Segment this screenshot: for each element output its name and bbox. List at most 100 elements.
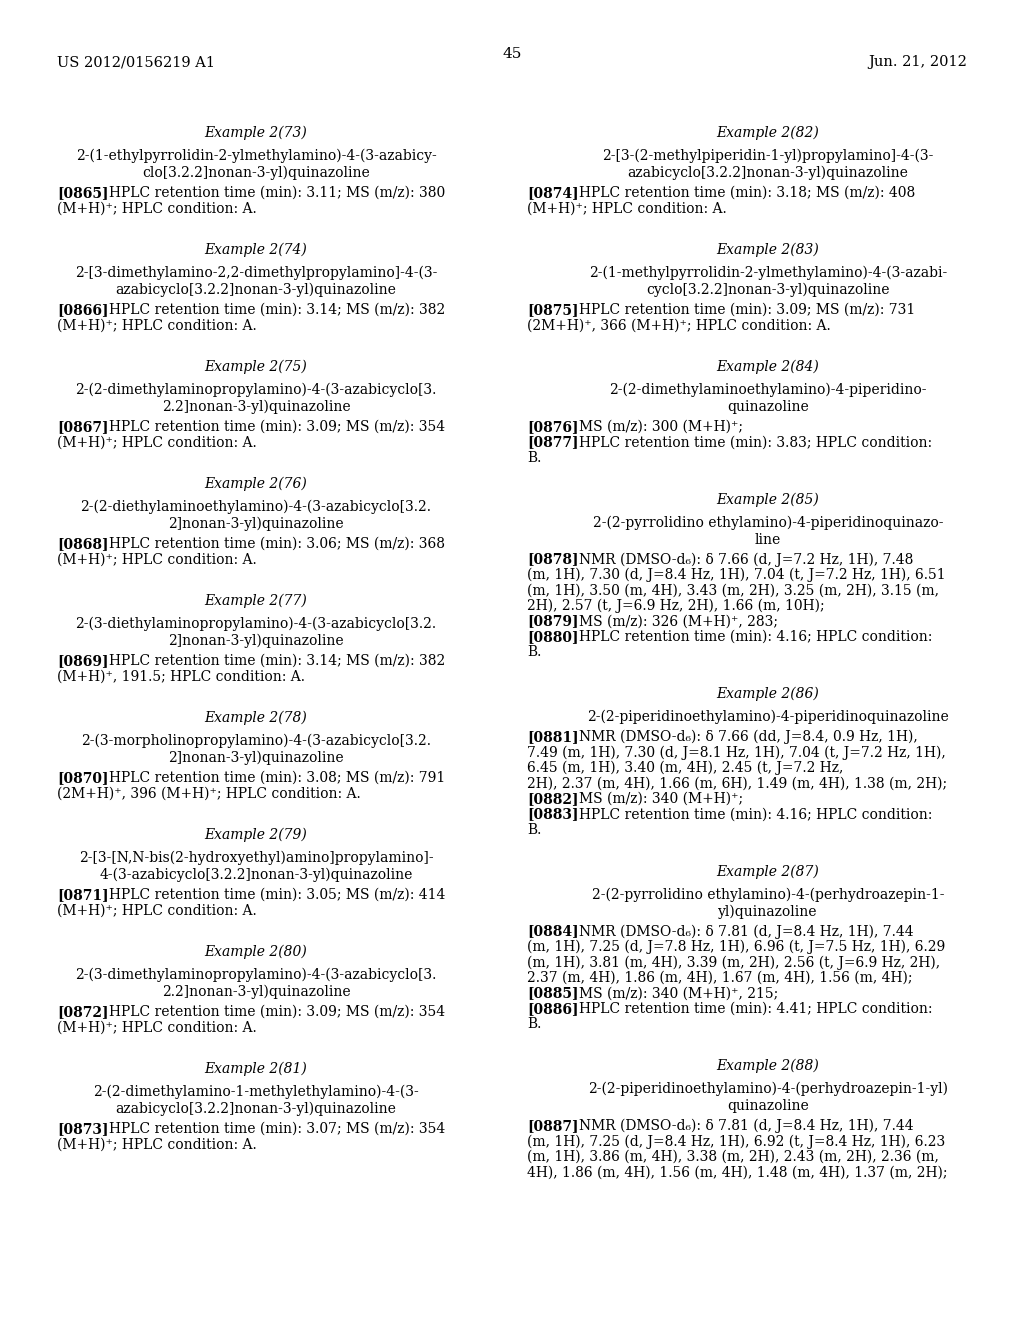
Text: [0881]: [0881]: [527, 730, 579, 744]
Text: Example 2(73): Example 2(73): [205, 125, 307, 140]
Text: HPLC retention time (min): 3.09; MS (m/z): 354: HPLC retention time (min): 3.09; MS (m/z…: [109, 420, 445, 434]
Text: 7.49 (m, 1H), 7.30 (d, J=8.1 Hz, 1H), 7.04 (t, J=7.2 Hz, 1H),: 7.49 (m, 1H), 7.30 (d, J=8.1 Hz, 1H), 7.…: [527, 746, 946, 760]
Text: (m, 1H), 3.50 (m, 4H), 3.43 (m, 2H), 3.25 (m, 2H), 3.15 (m,: (m, 1H), 3.50 (m, 4H), 3.43 (m, 2H), 3.2…: [527, 583, 939, 598]
Text: Jun. 21, 2012: Jun. 21, 2012: [868, 55, 967, 69]
Text: [0874]: [0874]: [527, 186, 579, 201]
Text: 2.2]nonan-3-yl)quinazoline: 2.2]nonan-3-yl)quinazoline: [162, 985, 350, 999]
Text: Example 2(86): Example 2(86): [717, 686, 819, 701]
Text: HPLC retention time (min): 3.18; MS (m/z): 408: HPLC retention time (min): 3.18; MS (m/z…: [579, 186, 915, 201]
Text: Example 2(79): Example 2(79): [205, 828, 307, 842]
Text: HPLC retention time (min): 3.07; MS (m/z): 354: HPLC retention time (min): 3.07; MS (m/z…: [109, 1122, 445, 1137]
Text: 2-(2-pyrrolidino ethylamino)-4-(perhydroazepin-1-: 2-(2-pyrrolidino ethylamino)-4-(perhydro…: [592, 887, 944, 902]
Text: 2-(2-diethylaminoethylamino)-4-(3-azabicyclo[3.2.: 2-(2-diethylaminoethylamino)-4-(3-azabic…: [81, 500, 431, 515]
Text: 2.37 (m, 4H), 1.86 (m, 4H), 1.67 (m, 4H), 1.56 (m, 4H);: 2.37 (m, 4H), 1.86 (m, 4H), 1.67 (m, 4H)…: [527, 972, 912, 985]
Text: 2-[3-[N,N-bis(2-hydroxyethyl)amino]propylamino]-: 2-[3-[N,N-bis(2-hydroxyethyl)amino]propy…: [79, 851, 433, 866]
Text: HPLC retention time (min): 3.14; MS (m/z): 382: HPLC retention time (min): 3.14; MS (m/z…: [109, 304, 445, 317]
Text: HPLC retention time (min): 3.14; MS (m/z): 382: HPLC retention time (min): 3.14; MS (m/z…: [109, 653, 445, 668]
Text: NMR (DMSO-d₆): δ 7.81 (d, J=8.4 Hz, 1H), 7.44: NMR (DMSO-d₆): δ 7.81 (d, J=8.4 Hz, 1H),…: [579, 924, 913, 939]
Text: line: line: [755, 532, 781, 546]
Text: NMR (DMSO-d₆): δ 7.81 (d, J=8.4 Hz, 1H), 7.44: NMR (DMSO-d₆): δ 7.81 (d, J=8.4 Hz, 1H),…: [579, 1119, 913, 1134]
Text: 2]nonan-3-yl)quinazoline: 2]nonan-3-yl)quinazoline: [168, 634, 344, 648]
Text: 2-(3-diethylaminopropylamino)-4-(3-azabicyclo[3.2.: 2-(3-diethylaminopropylamino)-4-(3-azabi…: [76, 616, 436, 631]
Text: 6.45 (m, 1H), 3.40 (m, 4H), 2.45 (t, J=7.2 Hz,: 6.45 (m, 1H), 3.40 (m, 4H), 2.45 (t, J=7…: [527, 762, 844, 775]
Text: 2-[3-(2-methylpiperidin-1-yl)propylamino]-4-(3-: 2-[3-(2-methylpiperidin-1-yl)propylamino…: [602, 149, 934, 164]
Text: Example 2(82): Example 2(82): [717, 125, 819, 140]
Text: yl)quinazoline: yl)quinazoline: [718, 904, 818, 919]
Text: HPLC retention time (min): 3.11; MS (m/z): 380: HPLC retention time (min): 3.11; MS (m/z…: [109, 186, 445, 201]
Text: [0872]: [0872]: [57, 1005, 109, 1019]
Text: (M+H)⁺, 191.5; HPLC condition: A.: (M+H)⁺, 191.5; HPLC condition: A.: [57, 669, 305, 684]
Text: quinazoline: quinazoline: [727, 400, 809, 414]
Text: 2-(1-methylpyrrolidin-2-ylmethylamino)-4-(3-azabi-: 2-(1-methylpyrrolidin-2-ylmethylamino)-4…: [589, 267, 947, 280]
Text: [0871]: [0871]: [57, 888, 109, 902]
Text: (m, 1H), 7.30 (d, J=8.4 Hz, 1H), 7.04 (t, J=7.2 Hz, 1H), 6.51: (m, 1H), 7.30 (d, J=8.4 Hz, 1H), 7.04 (t…: [527, 568, 945, 582]
Text: Example 2(74): Example 2(74): [205, 243, 307, 257]
Text: 2]nonan-3-yl)quinazoline: 2]nonan-3-yl)quinazoline: [168, 751, 344, 766]
Text: [0887]: [0887]: [527, 1119, 579, 1133]
Text: B.: B.: [527, 645, 542, 660]
Text: [0867]: [0867]: [57, 420, 109, 434]
Text: azabicyclo[3.2.2]nonan-3-yl)quinazoline: azabicyclo[3.2.2]nonan-3-yl)quinazoline: [116, 1102, 396, 1117]
Text: Example 2(88): Example 2(88): [717, 1059, 819, 1073]
Text: HPLC retention time (min): 3.08; MS (m/z): 791: HPLC retention time (min): 3.08; MS (m/z…: [109, 771, 445, 785]
Text: 4-(3-azabicyclo[3.2.2]nonan-3-yl)quinazoline: 4-(3-azabicyclo[3.2.2]nonan-3-yl)quinazo…: [99, 869, 413, 882]
Text: [0877]: [0877]: [527, 436, 579, 450]
Text: [0886]: [0886]: [527, 1002, 579, 1016]
Text: (M+H)⁺; HPLC condition: A.: (M+H)⁺; HPLC condition: A.: [57, 1138, 257, 1151]
Text: 2-(1-ethylpyrrolidin-2-ylmethylamino)-4-(3-azabicy-: 2-(1-ethylpyrrolidin-2-ylmethylamino)-4-…: [76, 149, 436, 164]
Text: HPLC retention time (min): 3.09; MS (m/z): 731: HPLC retention time (min): 3.09; MS (m/z…: [579, 304, 915, 317]
Text: (M+H)⁺; HPLC condition: A.: (M+H)⁺; HPLC condition: A.: [57, 436, 257, 450]
Text: (2M+H)⁺, 366 (M+H)⁺; HPLC condition: A.: (2M+H)⁺, 366 (M+H)⁺; HPLC condition: A.: [527, 318, 830, 333]
Text: cyclo[3.2.2]nonan-3-yl)quinazoline: cyclo[3.2.2]nonan-3-yl)quinazoline: [646, 282, 890, 297]
Text: [0870]: [0870]: [57, 771, 109, 785]
Text: Example 2(87): Example 2(87): [717, 865, 819, 879]
Text: [0875]: [0875]: [527, 304, 579, 317]
Text: (M+H)⁺; HPLC condition: A.: (M+H)⁺; HPLC condition: A.: [57, 903, 257, 917]
Text: (m, 1H), 7.25 (d, J=7.8 Hz, 1H), 6.96 (t, J=7.5 Hz, 1H), 6.29: (m, 1H), 7.25 (d, J=7.8 Hz, 1H), 6.96 (t…: [527, 940, 945, 954]
Text: [0868]: [0868]: [57, 537, 109, 550]
Text: [0885]: [0885]: [527, 986, 579, 1001]
Text: [0880]: [0880]: [527, 630, 579, 644]
Text: (m, 1H), 3.86 (m, 4H), 3.38 (m, 2H), 2.43 (m, 2H), 2.36 (m,: (m, 1H), 3.86 (m, 4H), 3.38 (m, 2H), 2.4…: [527, 1150, 939, 1164]
Text: Example 2(76): Example 2(76): [205, 477, 307, 491]
Text: (2M+H)⁺, 396 (M+H)⁺; HPLC condition: A.: (2M+H)⁺, 396 (M+H)⁺; HPLC condition: A.: [57, 787, 360, 800]
Text: 2]nonan-3-yl)quinazoline: 2]nonan-3-yl)quinazoline: [168, 517, 344, 532]
Text: B.: B.: [527, 822, 542, 837]
Text: US 2012/0156219 A1: US 2012/0156219 A1: [57, 55, 215, 69]
Text: 2-(2-dimethylamino-1-methylethylamino)-4-(3-: 2-(2-dimethylamino-1-methylethylamino)-4…: [93, 1085, 419, 1100]
Text: 2H), 2.57 (t, J=6.9 Hz, 2H), 1.66 (m, 10H);: 2H), 2.57 (t, J=6.9 Hz, 2H), 1.66 (m, 10…: [527, 599, 824, 614]
Text: [0882]: [0882]: [527, 792, 579, 807]
Text: (M+H)⁺; HPLC condition: A.: (M+H)⁺; HPLC condition: A.: [57, 318, 257, 333]
Text: NMR (DMSO-d₆): δ 7.66 (dd, J=8.4, 0.9 Hz, 1H),: NMR (DMSO-d₆): δ 7.66 (dd, J=8.4, 0.9 Hz…: [579, 730, 918, 744]
Text: Example 2(85): Example 2(85): [717, 492, 819, 507]
Text: 2-(2-piperidinoethylamino)-4-(perhydroazepin-1-yl): 2-(2-piperidinoethylamino)-4-(perhydroaz…: [588, 1082, 948, 1097]
Text: Example 2(80): Example 2(80): [205, 945, 307, 960]
Text: MS (m/z): 300 (M+H)⁺;: MS (m/z): 300 (M+H)⁺;: [579, 420, 743, 434]
Text: NMR (DMSO-d₆): δ 7.66 (d, J=7.2 Hz, 1H), 7.48: NMR (DMSO-d₆): δ 7.66 (d, J=7.2 Hz, 1H),…: [579, 553, 913, 566]
Text: Example 2(81): Example 2(81): [205, 1063, 307, 1076]
Text: [0866]: [0866]: [57, 304, 109, 317]
Text: (M+H)⁺; HPLC condition: A.: (M+H)⁺; HPLC condition: A.: [57, 1020, 257, 1035]
Text: (M+H)⁺; HPLC condition: A.: (M+H)⁺; HPLC condition: A.: [57, 553, 257, 566]
Text: 4H), 1.86 (m, 4H), 1.56 (m, 4H), 1.48 (m, 4H), 1.37 (m, 2H);: 4H), 1.86 (m, 4H), 1.56 (m, 4H), 1.48 (m…: [527, 1166, 947, 1180]
Text: HPLC retention time (min): 4.16; HPLC condition:: HPLC retention time (min): 4.16; HPLC co…: [579, 630, 933, 644]
Text: 2-(3-dimethylaminopropylamino)-4-(3-azabicyclo[3.: 2-(3-dimethylaminopropylamino)-4-(3-azab…: [76, 968, 436, 982]
Text: 2-(2-piperidinoethylamino)-4-piperidinoquinazoline: 2-(2-piperidinoethylamino)-4-piperidinoq…: [587, 710, 949, 725]
Text: quinazoline: quinazoline: [727, 1100, 809, 1113]
Text: (M+H)⁺; HPLC condition: A.: (M+H)⁺; HPLC condition: A.: [57, 202, 257, 215]
Text: HPLC retention time (min): 4.16; HPLC condition:: HPLC retention time (min): 4.16; HPLC co…: [579, 808, 933, 821]
Text: HPLC retention time (min): 3.83; HPLC condition:: HPLC retention time (min): 3.83; HPLC co…: [579, 436, 932, 450]
Text: [0865]: [0865]: [57, 186, 109, 201]
Text: MS (m/z): 340 (M+H)⁺;: MS (m/z): 340 (M+H)⁺;: [579, 792, 743, 807]
Text: clo[3.2.2]nonan-3-yl)quinazoline: clo[3.2.2]nonan-3-yl)quinazoline: [142, 166, 370, 181]
Text: Example 2(78): Example 2(78): [205, 711, 307, 726]
Text: B.: B.: [527, 1018, 542, 1031]
Text: MS (m/z): 340 (M+H)⁺, 215;: MS (m/z): 340 (M+H)⁺, 215;: [579, 986, 778, 1001]
Text: B.: B.: [527, 451, 542, 465]
Text: [0873]: [0873]: [57, 1122, 109, 1137]
Text: HPLC retention time (min): 3.05; MS (m/z): 414: HPLC retention time (min): 3.05; MS (m/z…: [109, 888, 445, 902]
Text: HPLC retention time (min): 4.41; HPLC condition:: HPLC retention time (min): 4.41; HPLC co…: [579, 1002, 933, 1016]
Text: 2H), 2.37 (m, 4H), 1.66 (m, 6H), 1.49 (m, 4H), 1.38 (m, 2H);: 2H), 2.37 (m, 4H), 1.66 (m, 6H), 1.49 (m…: [527, 776, 947, 791]
Text: 2-(2-dimethylaminoethylamino)-4-piperidino-: 2-(2-dimethylaminoethylamino)-4-piperidi…: [609, 383, 927, 397]
Text: Example 2(75): Example 2(75): [205, 360, 307, 375]
